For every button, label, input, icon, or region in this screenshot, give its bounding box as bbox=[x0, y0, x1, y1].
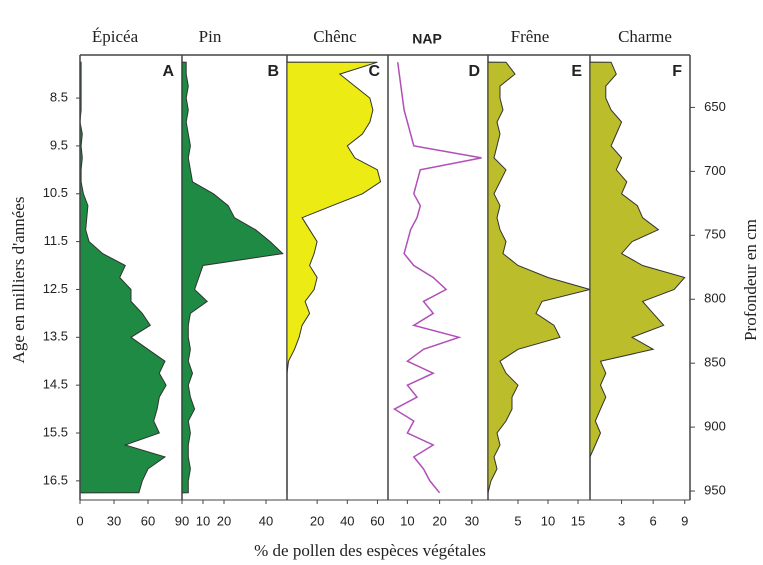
area bbox=[487, 61, 592, 493]
panel-title: Charme bbox=[618, 27, 672, 46]
x-tick-label: 60 bbox=[370, 513, 384, 528]
panel-title: Épicéa bbox=[92, 27, 139, 46]
x-tick-label: 20 bbox=[217, 513, 231, 528]
area bbox=[79, 61, 167, 494]
y-tick-label: 10.5 bbox=[43, 185, 68, 200]
y2-tick-label: 900 bbox=[704, 419, 726, 434]
x-tick-label: 10 bbox=[400, 513, 414, 528]
panel-letter: D bbox=[468, 63, 480, 80]
y-tick-label: 14.5 bbox=[43, 377, 68, 392]
x-tick-label: 0 bbox=[76, 513, 83, 528]
x-tick-label: 20 bbox=[310, 513, 324, 528]
y-tick-label: 13.5 bbox=[43, 329, 68, 344]
y2-axis-label: Profondeur en cm bbox=[741, 219, 760, 341]
y-axis-label: Age en milliers d'années bbox=[9, 197, 28, 364]
y-tick-label: 12.5 bbox=[43, 281, 68, 296]
y2-tick-label: 950 bbox=[704, 482, 726, 497]
panel-letter: B bbox=[267, 63, 279, 80]
area bbox=[181, 61, 284, 494]
x-tick-label: 9 bbox=[681, 513, 688, 528]
panel-title: Chênc bbox=[313, 27, 357, 46]
x-axis-label: % de pollen des espèces végétales bbox=[254, 541, 486, 560]
panel-letter: F bbox=[672, 63, 682, 80]
x-tick-label: 20 bbox=[432, 513, 446, 528]
line bbox=[392, 62, 482, 494]
x-tick-label: 10 bbox=[541, 513, 555, 528]
panel-letter: E bbox=[571, 63, 582, 80]
panel-title: NAP bbox=[412, 31, 442, 47]
area bbox=[589, 61, 686, 493]
panel-title: Pin bbox=[199, 27, 222, 46]
x-tick-label: 40 bbox=[340, 513, 354, 528]
x-tick-label: 6 bbox=[650, 513, 657, 528]
y-tick-label: 15.5 bbox=[43, 424, 68, 439]
x-tick-label: 3 bbox=[618, 513, 625, 528]
y2-tick-label: 700 bbox=[704, 163, 726, 178]
x-tick-label: 30 bbox=[465, 513, 479, 528]
x-tick-label: 15 bbox=[571, 513, 585, 528]
x-tick-label: 60 bbox=[141, 513, 155, 528]
panel-letter: A bbox=[162, 63, 174, 80]
y-tick-label: 8.5 bbox=[50, 90, 68, 105]
area bbox=[286, 61, 382, 493]
panel-title: Frêne bbox=[511, 27, 550, 46]
panel-letter: C bbox=[368, 63, 380, 80]
x-tick-label: 30 bbox=[107, 513, 121, 528]
y2-tick-label: 650 bbox=[704, 99, 726, 114]
y2-tick-label: 750 bbox=[704, 227, 726, 242]
y-tick-label: 16.5 bbox=[43, 472, 68, 487]
y-tick-label: 11.5 bbox=[44, 233, 68, 248]
x-tick-label: 90 bbox=[175, 513, 189, 528]
x-tick-label: 10 bbox=[196, 513, 210, 528]
y2-tick-label: 850 bbox=[704, 355, 726, 370]
x-tick-label: 5 bbox=[514, 513, 521, 528]
x-tick-label: 40 bbox=[259, 513, 273, 528]
y2-tick-label: 800 bbox=[704, 291, 726, 306]
y-tick-label: 9.5 bbox=[50, 137, 68, 152]
